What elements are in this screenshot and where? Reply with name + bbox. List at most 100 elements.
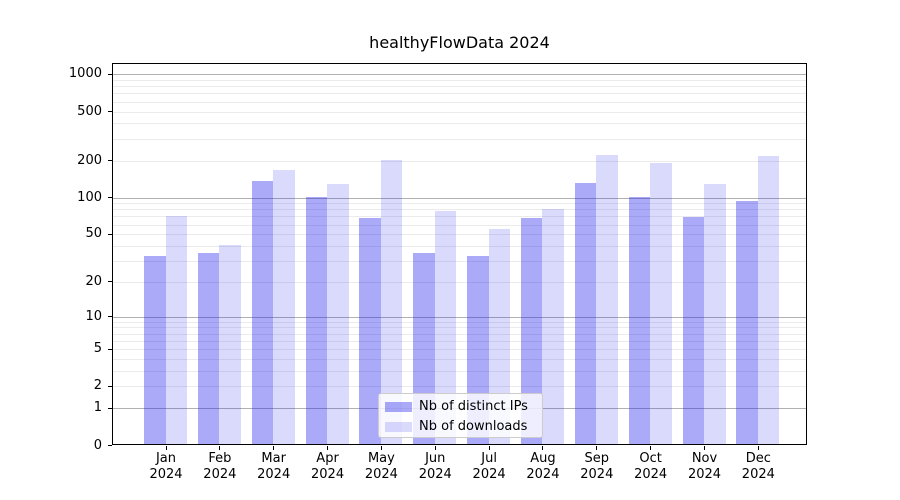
- x-tick-label-jan-2024: Jan 2024: [149, 451, 183, 482]
- bar-nb-of-downloads-jul: [488, 229, 511, 444]
- bar-nb-of-downloads-jun: [434, 210, 457, 444]
- x-tick-feb: [219, 446, 221, 450]
- bar-nb-of-distinct-ips-feb: [197, 253, 220, 444]
- y-tick-label-100: 100: [77, 189, 102, 205]
- legend: Nb of distinct IPs Nb of downloads: [378, 393, 543, 438]
- x-tick-label-feb-2024: Feb 2024: [203, 451, 237, 482]
- y-tick-1: [108, 407, 112, 409]
- gridline-minor-40: [113, 245, 806, 247]
- y-tick-50: [108, 233, 112, 235]
- gridline-minor-8: [113, 327, 806, 329]
- x-tick-mar: [273, 446, 275, 450]
- gridline-minor-500: [113, 111, 806, 113]
- x-tick-label-dec-2024: Dec 2024: [741, 451, 775, 482]
- bar-nb-of-downloads-may: [380, 160, 403, 444]
- plot-area: [112, 63, 807, 445]
- y-tick-100: [108, 197, 112, 199]
- gridline-minor-5: [113, 349, 806, 351]
- gridline-minor-6: [113, 340, 806, 342]
- x-tick-label-oct-2024: Oct 2024: [634, 451, 668, 482]
- bar-nb-of-downloads-aug: [542, 208, 564, 444]
- bar-nb-of-distinct-ips-oct: [628, 197, 651, 444]
- bar-nb-of-distinct-ips-sep: [574, 182, 597, 444]
- gridline-minor-4: [113, 359, 806, 361]
- gridline-minor-9: [113, 321, 806, 323]
- y-tick-label-10: 10: [85, 308, 102, 324]
- x-tick-sep: [596, 446, 598, 450]
- chart-title: healthyFlowData 2024: [369, 33, 550, 52]
- y-tick-label-2: 2: [93, 378, 102, 394]
- x-tick-apr: [327, 446, 329, 450]
- y-tick-label-200: 200: [77, 152, 102, 168]
- gridline-minor-800: [113, 86, 806, 88]
- gridline-major-10: [113, 316, 806, 318]
- x-tick-jun: [434, 446, 436, 450]
- legend-item-distinct-ips: Nb of distinct IPs: [385, 397, 542, 417]
- gridline-major-1000: [113, 74, 806, 76]
- gridline-minor-3: [113, 371, 806, 373]
- bar-nb-of-distinct-ips-aug: [520, 218, 543, 444]
- gridline-minor-400: [113, 123, 806, 125]
- y-tick-label-20: 20: [85, 273, 102, 289]
- y-tick-label-1000: 1000: [68, 66, 102, 82]
- legend-swatch-downloads: [385, 422, 412, 432]
- gridline-minor-60: [113, 224, 806, 226]
- bar-nb-of-downloads-sep: [596, 155, 618, 444]
- y-tick-10: [108, 316, 112, 318]
- y-tick-500: [108, 111, 112, 113]
- x-tick-may: [380, 446, 382, 450]
- legend-item-downloads: Nb of downloads: [385, 417, 542, 437]
- gridline-minor-2: [113, 386, 806, 388]
- x-tick-jul: [488, 446, 490, 450]
- x-tick-label-jul-2024: Jul 2024: [472, 451, 506, 482]
- gridline-minor-20: [113, 281, 806, 283]
- bar-nb-of-downloads-mar: [273, 170, 295, 444]
- x-tick-label-sep-2024: Sep 2024: [580, 451, 614, 482]
- x-tick-nov: [704, 446, 705, 450]
- bar-nb-of-downloads-nov: [704, 183, 726, 444]
- gridline-minor-7: [113, 333, 806, 335]
- gridline-minor-600: [113, 101, 806, 103]
- y-tick-label-500: 500: [77, 103, 102, 119]
- bar-nb-of-distinct-ips-nov: [682, 216, 704, 444]
- bar-nb-of-downloads-oct: [650, 163, 672, 444]
- legend-label-downloads: Nb of downloads: [419, 419, 528, 434]
- x-tick-label-may-2024: May 2024: [364, 451, 398, 482]
- x-tick-label-apr-2024: Apr 2024: [311, 451, 345, 482]
- y-tick-5: [108, 348, 112, 350]
- gridline-minor-50: [113, 234, 806, 236]
- gridline-minor-90: [113, 203, 806, 205]
- gridline-minor-200: [113, 160, 806, 162]
- gridline-minor-900: [113, 80, 806, 81]
- y-tick-label-5: 5: [93, 341, 102, 357]
- gridline-minor-30: [113, 261, 806, 263]
- bar-nb-of-distinct-ips-dec: [736, 200, 758, 444]
- gridline-minor-700: [113, 93, 806, 95]
- bar-nb-of-downloads-dec: [757, 156, 780, 444]
- y-tick-label-50: 50: [85, 226, 102, 242]
- x-tick-dec: [757, 446, 759, 450]
- bar-nb-of-downloads-feb: [219, 244, 241, 444]
- bar-nb-of-distinct-ips-jan: [144, 256, 166, 444]
- x-tick-oct: [650, 446, 652, 450]
- y-tick-1000: [108, 73, 112, 75]
- legend-swatch-distinct-ips: [385, 402, 412, 412]
- y-tick-20: [108, 281, 112, 283]
- bar-nb-of-downloads-jan: [165, 215, 187, 444]
- gridline-minor-70: [113, 216, 806, 218]
- gridline-major-100: [113, 197, 806, 199]
- gridline-minor-80: [113, 209, 806, 211]
- x-tick-label-nov-2024: Nov 2024: [687, 451, 722, 482]
- x-tick-aug: [542, 446, 544, 450]
- x-tick-label-aug-2024: Aug 2024: [526, 451, 560, 482]
- y-tick-0: [108, 445, 112, 446]
- y-tick-label-1: 1: [93, 400, 102, 416]
- y-tick-200: [108, 160, 112, 162]
- y-tick-label-0: 0: [93, 437, 102, 453]
- y-tick-2: [108, 385, 112, 387]
- x-tick-label-jun-2024: Jun 2024: [418, 451, 452, 482]
- bar-nb-of-distinct-ips-apr: [305, 197, 328, 444]
- bar-nb-of-distinct-ips-may: [359, 218, 381, 444]
- gridline-minor-300: [113, 138, 806, 140]
